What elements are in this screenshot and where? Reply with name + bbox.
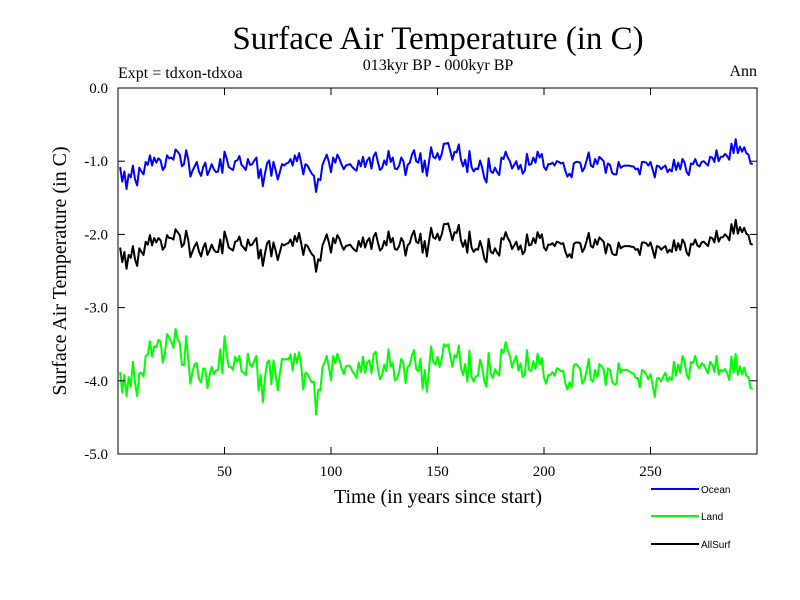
x-axis: 50 100 150 200 250 bbox=[217, 88, 662, 480]
y-axis-label: Surface Air Temperature (in C) bbox=[49, 146, 71, 395]
x-tick-label: 150 bbox=[426, 464, 449, 480]
experiment-label: Expt = tdxon-tdxoa bbox=[118, 65, 243, 82]
series-line-ocean bbox=[119, 138, 754, 193]
y-tick-label: -4.0 bbox=[84, 374, 108, 390]
x-tick-label: 50 bbox=[217, 464, 232, 480]
chart-title: Surface Air Temperature (in C) bbox=[232, 21, 643, 57]
y-tick-label: 0.0 bbox=[89, 81, 108, 97]
legend-label-ocean: Ocean bbox=[701, 485, 730, 496]
legend: Ocean Land AllSurf bbox=[651, 485, 731, 551]
legend-label-allsurf: AllSurf bbox=[701, 540, 731, 551]
series-line-allsurf bbox=[119, 218, 754, 273]
y-axis: 0.0 -1.0 -2.0 -3.0 -4.0 -5.0 bbox=[84, 81, 757, 463]
y-tick-label: -3.0 bbox=[84, 301, 108, 317]
x-tick-label: 200 bbox=[533, 464, 556, 480]
legend-label-land: Land bbox=[701, 512, 723, 523]
y-tick-label: -1.0 bbox=[84, 154, 108, 170]
x-tick-label: 250 bbox=[639, 464, 662, 480]
chart-subtitle: 013kyr BP - 000kyr BP bbox=[363, 57, 514, 74]
series-layer bbox=[119, 138, 754, 416]
season-label: Ann bbox=[729, 63, 757, 80]
x-axis-label: Time (in years since start) bbox=[334, 486, 542, 508]
y-tick-label: -2.0 bbox=[84, 227, 108, 243]
series-line-land bbox=[119, 327, 754, 416]
x-tick-label: 100 bbox=[320, 464, 343, 480]
y-tick-label: -5.0 bbox=[84, 447, 108, 463]
